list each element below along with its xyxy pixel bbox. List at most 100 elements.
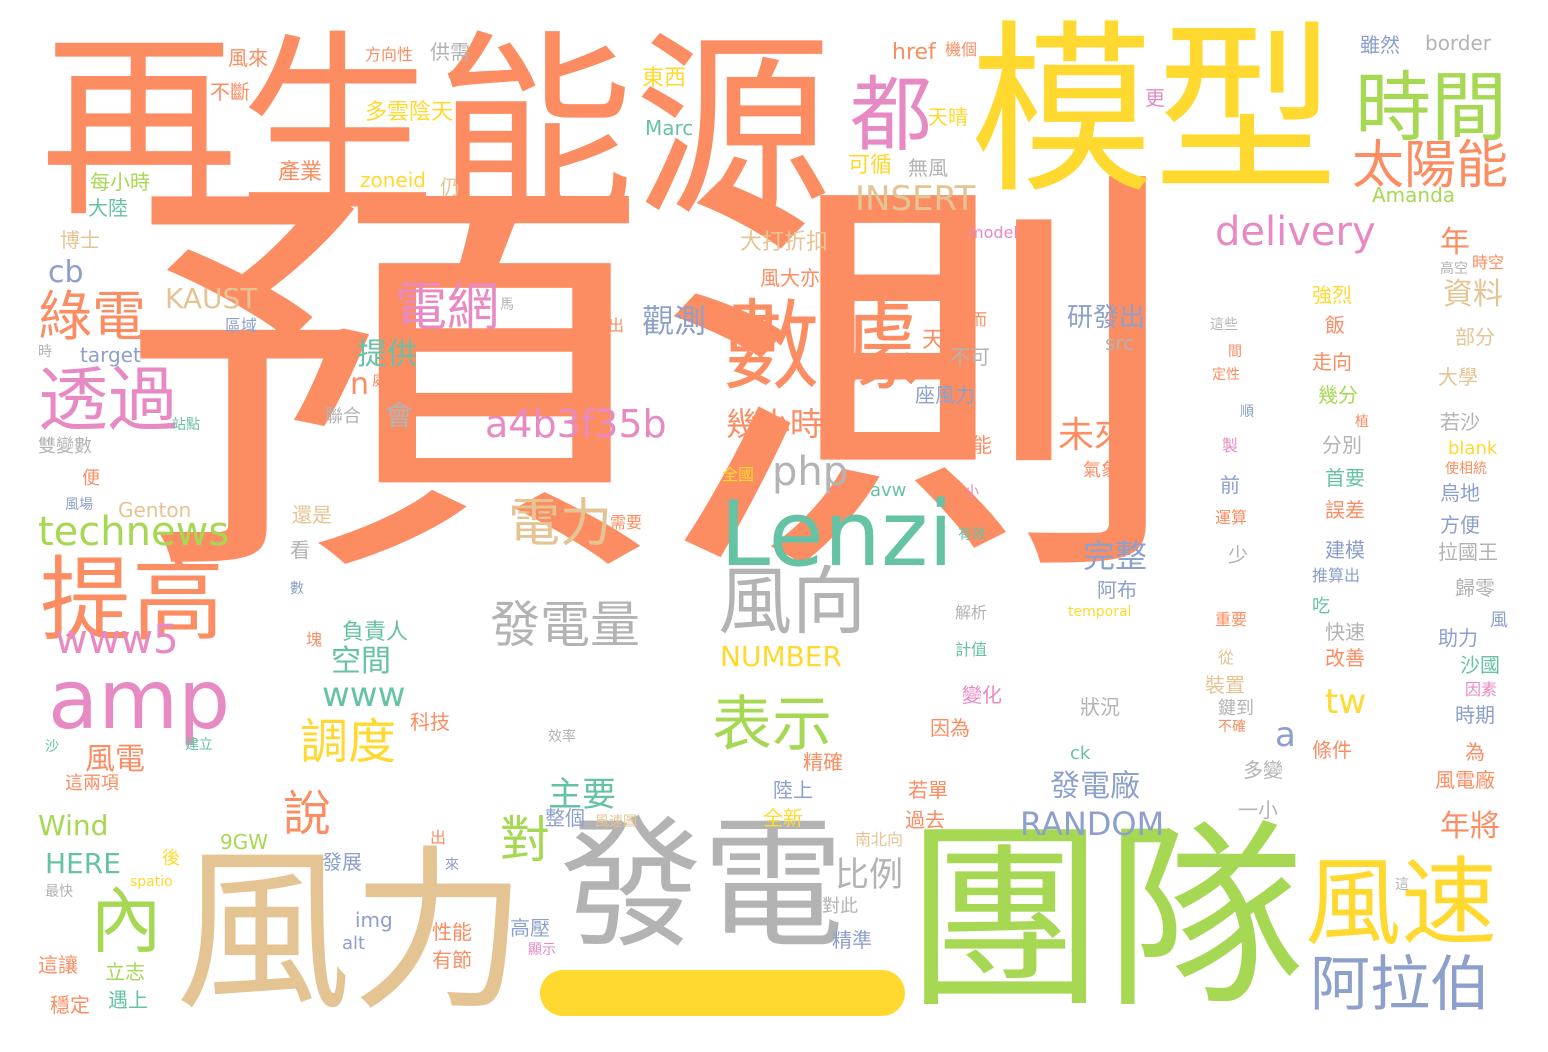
word: 觀測 bbox=[642, 302, 707, 340]
word: ck bbox=[1070, 743, 1091, 764]
word: 幾分 bbox=[1318, 383, 1358, 407]
word: 這兩項 bbox=[65, 773, 119, 794]
word: 這讓 bbox=[38, 953, 78, 977]
word: 製 bbox=[1222, 436, 1239, 455]
word: 少 bbox=[1228, 543, 1248, 567]
word: 負責人 bbox=[342, 620, 409, 645]
word: 提供 bbox=[357, 337, 417, 372]
word: 風向 bbox=[718, 559, 866, 645]
word: temporal bbox=[1068, 604, 1132, 620]
word: 精準 bbox=[832, 928, 872, 952]
word: 數 bbox=[290, 581, 304, 597]
word: 歸零 bbox=[1455, 576, 1495, 600]
word: NUMBER bbox=[720, 640, 842, 673]
word: 發電 bbox=[560, 803, 844, 968]
word: 運算 bbox=[1215, 508, 1248, 527]
word: 發電廠 bbox=[1050, 769, 1140, 804]
word: 資料 bbox=[1443, 277, 1503, 312]
word: 為 bbox=[1465, 740, 1485, 764]
word: 研發出 bbox=[1067, 303, 1146, 333]
word: 對 bbox=[500, 811, 550, 869]
word: 後 bbox=[162, 848, 180, 869]
word: 改善 bbox=[1325, 646, 1365, 670]
word: 一小 bbox=[1238, 798, 1278, 822]
word: 走向 bbox=[1312, 350, 1352, 374]
word: 仍 bbox=[440, 175, 460, 199]
word: 還是 bbox=[292, 503, 332, 527]
word: zoneid bbox=[360, 168, 426, 192]
word: 效率 bbox=[548, 729, 576, 745]
word: 時 bbox=[38, 344, 52, 360]
word: 機個 bbox=[945, 40, 978, 59]
word: 需要 bbox=[610, 513, 643, 532]
word: 助力 bbox=[1438, 626, 1478, 650]
word: 年將 bbox=[1440, 809, 1500, 844]
word: 時間 bbox=[1355, 63, 1507, 152]
word: 風電廠 bbox=[1435, 768, 1495, 792]
word: 計值 bbox=[955, 640, 988, 659]
word: 發展 bbox=[322, 850, 362, 874]
word: RANDOM bbox=[1020, 805, 1165, 843]
word: a bbox=[1275, 715, 1296, 755]
word: 氣象 bbox=[1083, 460, 1119, 481]
word: blank bbox=[1448, 438, 1498, 459]
word: 不可 bbox=[950, 345, 990, 369]
word: 幾小時 bbox=[726, 405, 823, 443]
word: 因素 bbox=[1465, 680, 1498, 699]
word: Wind bbox=[38, 809, 109, 842]
word: www bbox=[322, 675, 406, 715]
word: 性能 bbox=[432, 920, 472, 944]
word: 南北向 bbox=[855, 830, 904, 849]
word: 這些 bbox=[1210, 317, 1238, 333]
word: 內 bbox=[90, 879, 163, 963]
word: 遙而 bbox=[955, 310, 988, 329]
word: KAUST bbox=[165, 282, 258, 315]
word: www5 bbox=[55, 617, 179, 663]
word: 不確 bbox=[1218, 719, 1246, 735]
word: 陸上 bbox=[773, 778, 813, 802]
word: 供需 bbox=[430, 40, 470, 64]
word: 植 bbox=[1355, 414, 1369, 430]
word: 風電 bbox=[85, 742, 145, 777]
word: 東西 bbox=[642, 66, 687, 91]
word: 建模 bbox=[1325, 538, 1365, 562]
word: tw bbox=[1325, 682, 1367, 722]
word: model bbox=[968, 223, 1018, 242]
word: 阿布 bbox=[1097, 578, 1137, 602]
word: 模型 bbox=[970, 5, 1339, 219]
word: 顯示 bbox=[528, 942, 556, 958]
word: 透過 bbox=[38, 359, 178, 441]
word: 分別 bbox=[1322, 433, 1362, 457]
word: 每小時 bbox=[90, 170, 150, 194]
word: 從 bbox=[1218, 648, 1235, 667]
word: 立志 bbox=[105, 960, 145, 984]
word: 座風力 bbox=[915, 383, 975, 407]
word: 解析 bbox=[955, 603, 988, 622]
word: 高壓 bbox=[510, 916, 550, 940]
word: technews bbox=[38, 509, 230, 555]
word: 穩定 bbox=[50, 993, 90, 1017]
word: 才能 bbox=[952, 433, 992, 457]
word: 全國 bbox=[722, 465, 755, 484]
word: 天 bbox=[922, 328, 945, 353]
word: 時期 bbox=[1455, 703, 1495, 727]
word: 有節 bbox=[432, 948, 472, 972]
word: src bbox=[1105, 331, 1135, 355]
word: 都 bbox=[850, 68, 933, 163]
word: 未來 bbox=[1058, 415, 1131, 456]
word: n bbox=[350, 367, 370, 402]
word: 高空 bbox=[1440, 261, 1468, 277]
word: 條件 bbox=[1312, 738, 1352, 762]
word: 因為 bbox=[930, 716, 970, 740]
word: 風 bbox=[1490, 610, 1508, 631]
word: 發電量 bbox=[490, 596, 640, 654]
word: 飯 bbox=[1325, 313, 1345, 337]
word: 來 bbox=[445, 857, 459, 873]
word: delivery bbox=[1215, 209, 1376, 255]
word: 區域 bbox=[225, 316, 258, 335]
word: 聯合 bbox=[325, 406, 361, 427]
word: 調度 bbox=[300, 714, 397, 770]
word: 部分 bbox=[1455, 325, 1495, 349]
word: 提高 bbox=[40, 547, 225, 654]
word: 建立 bbox=[185, 737, 213, 753]
